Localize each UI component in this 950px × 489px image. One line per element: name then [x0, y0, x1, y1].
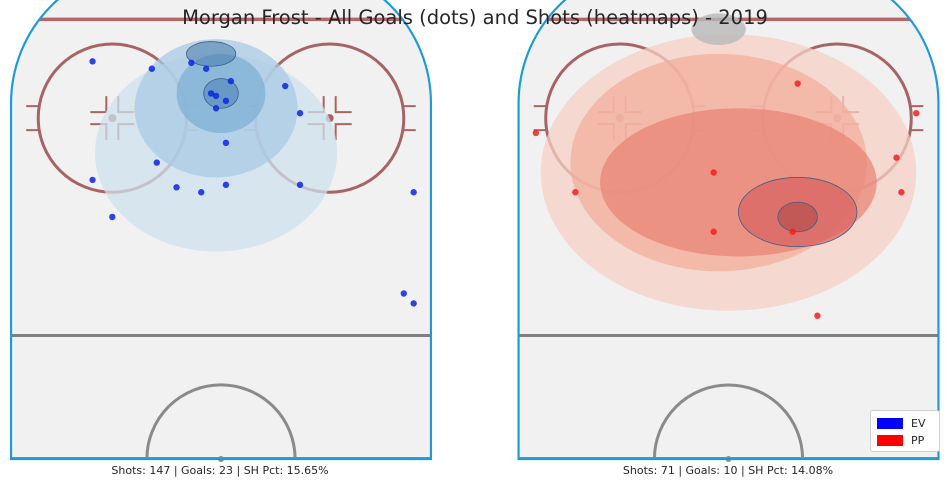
- heat-contour: [203, 78, 239, 109]
- legend-item-pp: PP: [877, 433, 924, 447]
- goal-dot: [532, 129, 540, 137]
- goal-dot: [109, 213, 116, 221]
- heatmap-ev: [95, 39, 338, 252]
- goal-dot: [282, 82, 289, 90]
- goal-dot: [789, 228, 796, 235]
- goal-dot: [222, 139, 230, 147]
- goal-dot: [893, 154, 900, 161]
- goal-dots-ev: [89, 58, 417, 307]
- stats-label-ev: Shots: 147 | Goals: 23 | SH Pct: 15.65%: [111, 464, 329, 477]
- goal-dot: [710, 169, 717, 176]
- goal-dot: [198, 189, 205, 196]
- goal-dot: [794, 80, 801, 87]
- goal-dot: [410, 300, 417, 307]
- goal-dot: [227, 77, 235, 85]
- goal-dot: [89, 58, 96, 65]
- rink-boards: [9, 0, 433, 461]
- legend-label-ev: EV: [911, 416, 926, 430]
- goal-dot: [710, 228, 717, 235]
- goal-crease: [691, 13, 746, 46]
- legend-item-ev: EV: [877, 416, 925, 430]
- goal-dot: [410, 189, 417, 196]
- goal-dot: [207, 90, 215, 97]
- chart-title: Morgan Frost - All Goals (dots) and Shot…: [182, 6, 768, 29]
- goal-dot: [814, 312, 821, 319]
- faceoff-marking: [334, 96, 352, 114]
- rink-panel-pp: [517, 0, 940, 462]
- goal-dot: [212, 105, 220, 112]
- rink-panel-ev: [9, 0, 433, 462]
- goal-dot: [400, 290, 407, 297]
- stats-label-pp: Shots: 71 | Goals: 10 | SH Pct: 14.08%: [622, 464, 834, 477]
- goal-dot: [913, 110, 920, 117]
- legend: EV PP: [870, 410, 940, 452]
- legend-swatch-ev: [877, 417, 903, 429]
- goal-dot: [148, 65, 156, 72]
- goal-dot: [188, 59, 195, 67]
- goal-dot: [89, 176, 96, 184]
- goal-dot: [153, 159, 160, 166]
- goal-dot: [296, 110, 304, 117]
- heatmap-pp: [540, 13, 917, 311]
- heat-contour: [777, 201, 818, 233]
- goal-dot: [222, 97, 230, 105]
- legend-swatch-pp: [877, 434, 903, 446]
- legend-label-pp: PP: [911, 433, 925, 447]
- goal-dot: [202, 65, 210, 72]
- goal-dots-pp: [532, 80, 920, 319]
- goal-dot: [222, 181, 230, 189]
- goal-dot: [212, 92, 220, 100]
- heat-contour: [186, 41, 237, 67]
- goal-dot: [572, 189, 579, 196]
- rink-boards: [517, 0, 940, 461]
- center-circle: [652, 383, 805, 460]
- faceoff-marking: [334, 123, 352, 141]
- goal-dot: [296, 181, 304, 189]
- center-circle: [145, 383, 297, 460]
- goal-dot: [173, 184, 180, 191]
- goal-dot: [898, 189, 905, 196]
